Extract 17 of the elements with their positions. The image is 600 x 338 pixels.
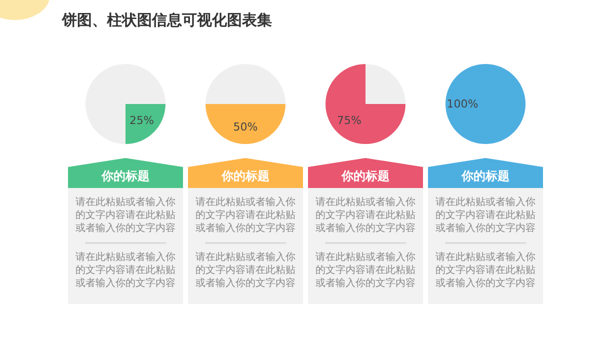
text: 请在此粘贴或者输入你的文字内容请在此粘贴或者输入你的文字内容 [434,196,536,235]
text: 你的标题 [188,158,303,188]
text: 饼图、柱状图信息可视化图表集 [62,11,272,30]
text: 请在此粘贴或者输入你的文字内容请在此粘贴或者输入你的文字内容 [434,251,536,290]
text: 请在此粘贴或者输入你的文字内容请在此粘贴或者输入你的文字内容 [194,251,296,290]
text: 你的标题 [428,158,543,188]
text: 请在此粘贴或者输入你的文字内容请在此粘贴或者输入你的文字内容 [314,251,416,290]
text: 请在此粘贴或者输入你的文字内容请在此粘贴或者输入你的文字内容 [194,196,296,235]
data-label: 25% [130,114,154,127]
data-label: 75% [337,114,362,127]
text: 你的标题 [308,158,423,188]
data-label: 50% [233,120,258,134]
text: 你的标题 [68,158,183,188]
data-label: 100% [446,98,478,110]
text: 请在此粘贴或者输入你的文字内容请在此粘贴或者输入你的文字内容 [74,196,176,235]
text: 请在此粘贴或者输入你的文字内容请在此粘贴或者输入你的文字内容 [74,251,176,290]
text: 请在此粘贴或者输入你的文字内容请在此粘贴或者输入你的文字内容 [314,196,416,235]
